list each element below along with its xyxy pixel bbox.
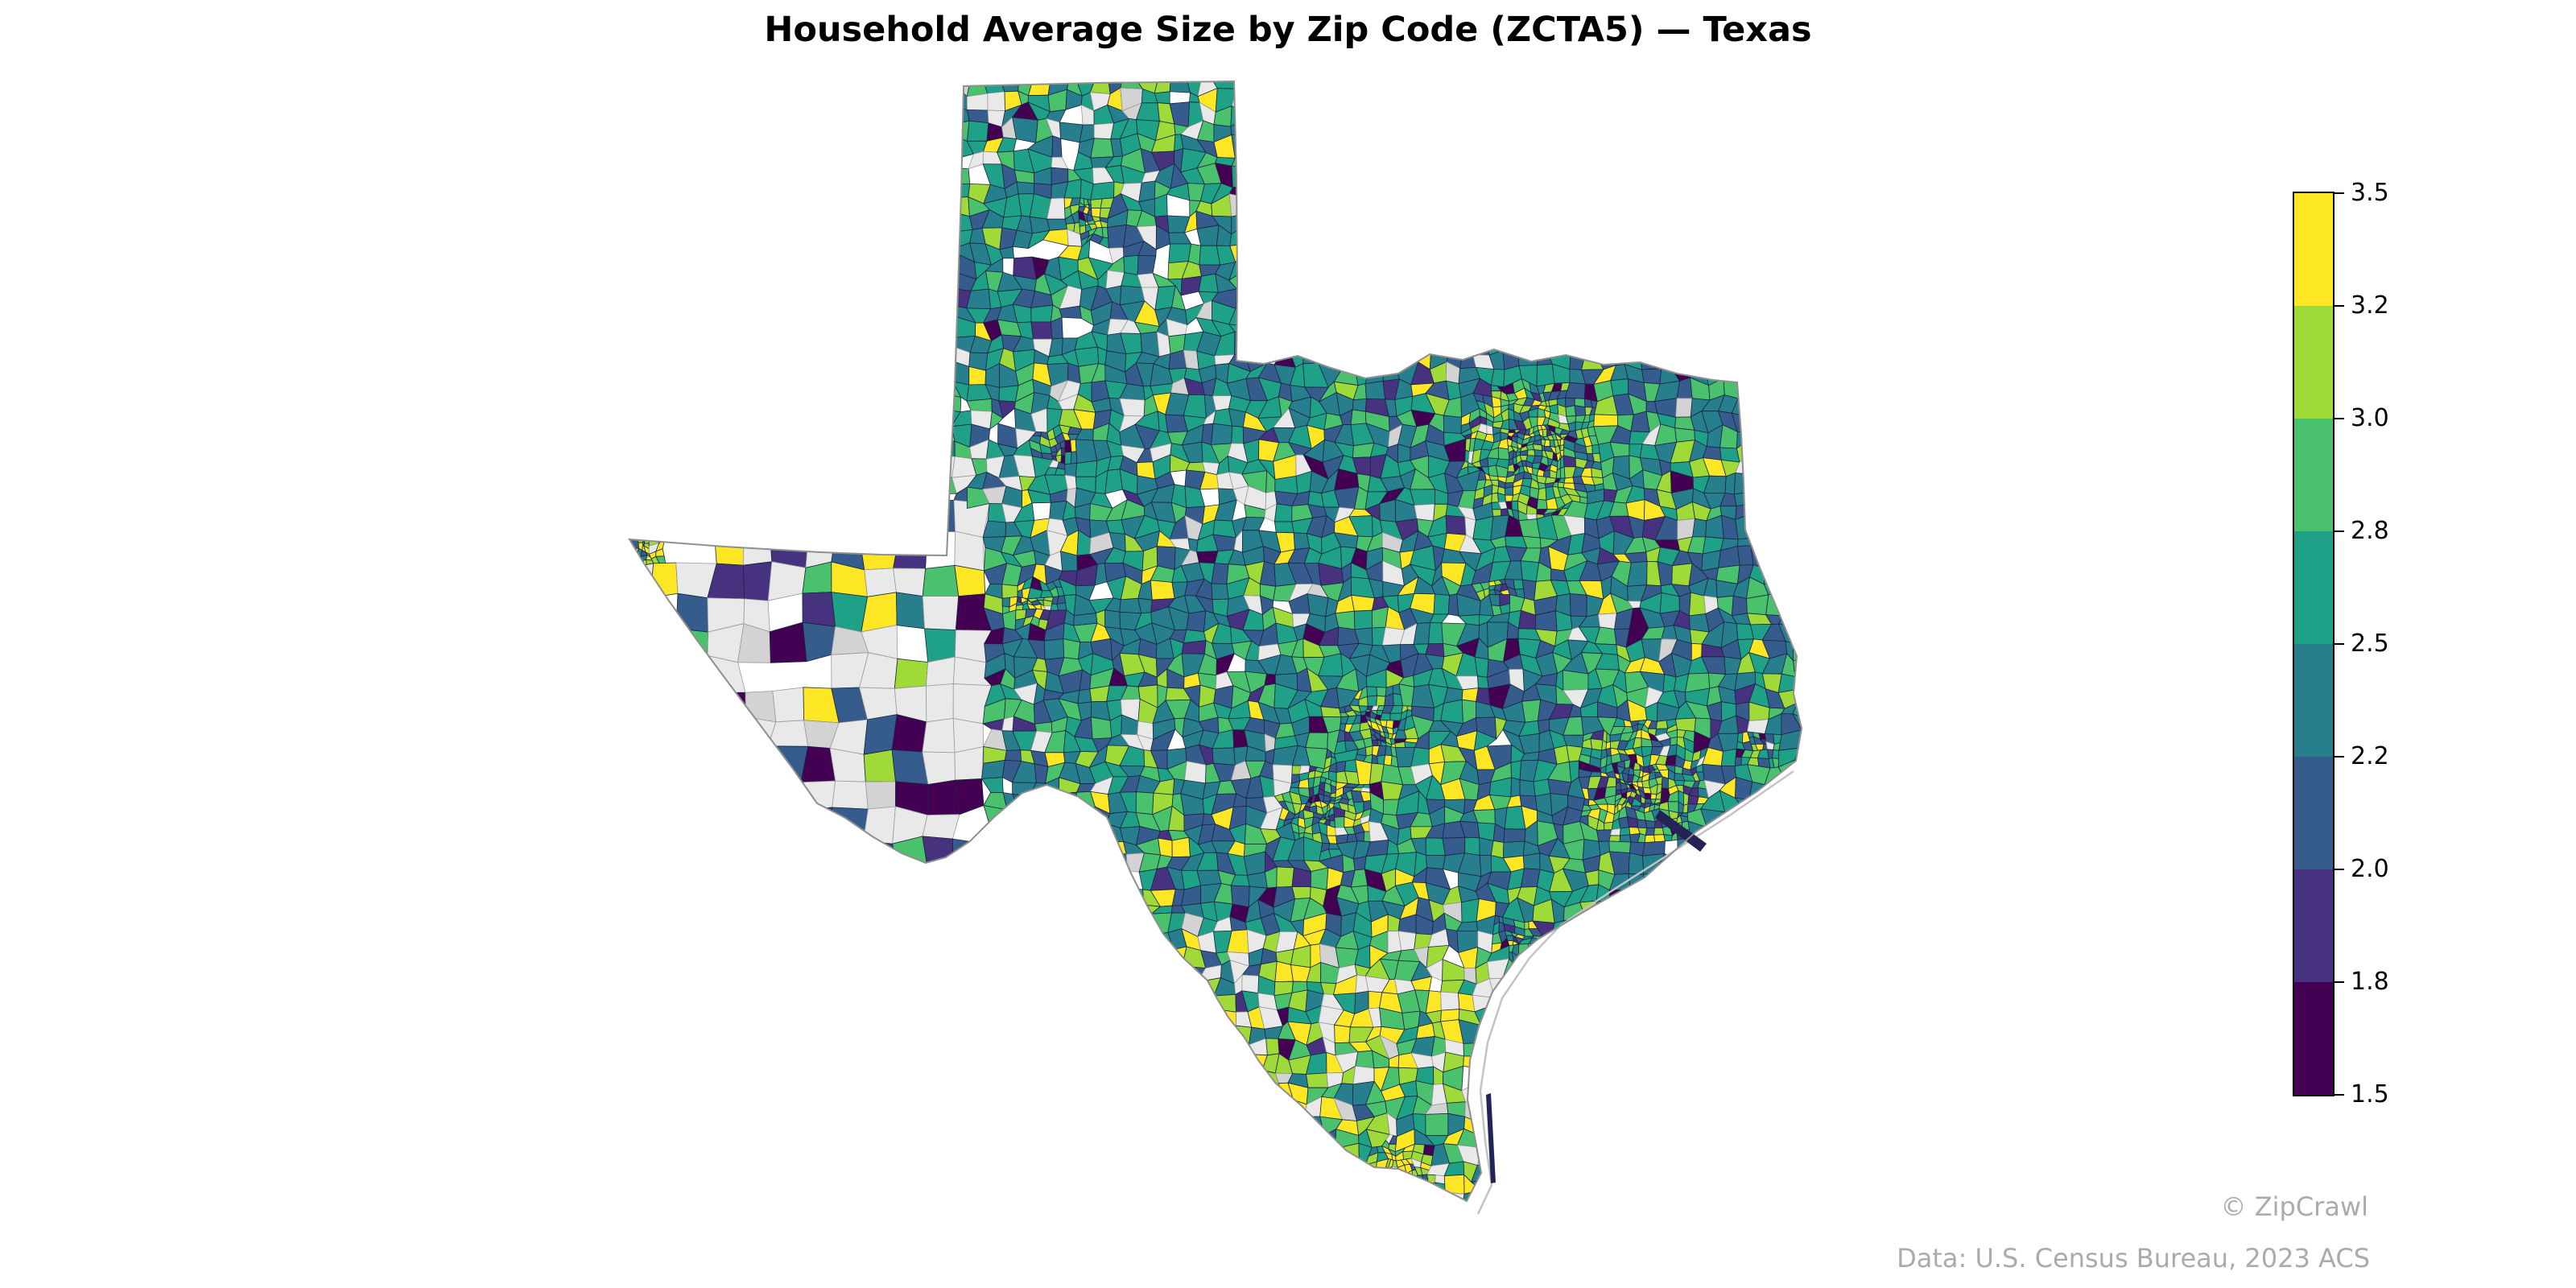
colorbar-segment (2294, 419, 2333, 531)
colorbar-tick-label: 2.0 (2351, 855, 2389, 883)
colorbar-segment (2294, 531, 2333, 644)
colorbar-tick-mark (2334, 530, 2344, 532)
colorbar-segment (2294, 757, 2333, 869)
colorbar-tick-mark (2334, 643, 2344, 645)
colorbar-segment (2294, 982, 2333, 1095)
colorbar-tick-label: 3.0 (2351, 404, 2389, 432)
watermark-text: © ZipCrawl (2220, 1191, 2368, 1222)
colorbar-tick-label: 2.8 (2351, 517, 2389, 545)
colorbar-tick-mark (2334, 756, 2344, 758)
colorbar-segment (2294, 193, 2333, 306)
page-title: Household Average Size by Zip Code (ZCTA… (764, 10, 1812, 50)
zcta-polygons (630, 81, 1802, 1201)
colorbar-segment (2294, 644, 2333, 757)
state-outline (628, 80, 1803, 1203)
colorbar-tick-label: 2.5 (2351, 630, 2389, 658)
colorbar (2293, 192, 2334, 1096)
colorbar-tick-mark (2334, 1094, 2344, 1096)
data-source-text: Data: U.S. Census Bureau, 2023 ACS (1897, 1243, 2370, 1274)
padre-island-sliver (1486, 1093, 1496, 1183)
colorbar-tick-mark (2334, 418, 2344, 419)
colorbar-tick-mark (2334, 192, 2344, 194)
colorbar-segment (2294, 306, 2333, 419)
colorbar-tick-label: 2.2 (2351, 742, 2389, 770)
colorbar-tick-label: 3.2 (2351, 291, 2389, 320)
colorbar-tick-label: 1.8 (2351, 968, 2389, 996)
colorbar-tick-label: 3.5 (2351, 179, 2389, 207)
colorbar-tick-label: 1.5 (2351, 1080, 2389, 1108)
colorbar-segment (2294, 869, 2333, 982)
colorbar-tick-mark (2334, 869, 2344, 870)
colorbar-tick-mark (2334, 305, 2344, 307)
galveston-island-sliver (1655, 810, 1707, 852)
colorbar-tick-mark (2334, 981, 2344, 983)
